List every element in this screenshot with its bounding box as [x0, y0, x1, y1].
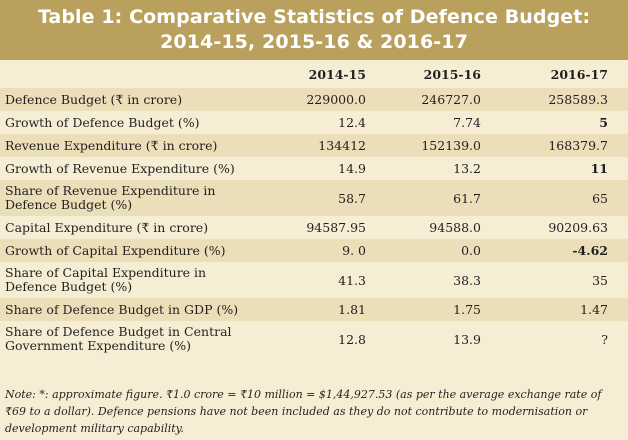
header-cell-2016-17: 2016-17: [550, 66, 608, 82]
row-label: Capital Expenditure (₹ in crore): [5, 219, 209, 235]
row-label: Growth of Capital Expenditure (%): [5, 242, 226, 258]
table-title-line-2: 2014-15, 2015-16 & 2016-17: [160, 31, 468, 53]
value-2016-17: 11: [590, 161, 608, 176]
row-label: Share of Revenue Expenditure in Defence …: [5, 183, 216, 212]
value-2014-15: 9. 0: [342, 243, 366, 258]
row-label: Growth of Defence Budget (%): [5, 114, 200, 130]
value-2016-17: 258589.3: [548, 92, 608, 107]
row-label: Share of Defence Budget in Central Gover…: [5, 324, 232, 353]
row-label: Share of Defence Budget in GDP (%): [5, 301, 239, 317]
value-2015-16: 13.2: [453, 161, 481, 176]
header-cell-label: [0, 60, 252, 88]
table-row: Revenue Expenditure (₹ in crore) 134412 15…: [0, 134, 628, 157]
row-label: Growth of Revenue Expenditure (%): [5, 160, 235, 176]
value-2015-16: 61.7: [453, 190, 481, 206]
row-label: Defence Budget (₹ in crore): [5, 91, 183, 107]
value-2014-15: 229000.0: [306, 92, 366, 107]
statistics-table: 2014-15 2015-16 2016-17 Defence Budget (…: [0, 60, 628, 357]
table-row: Defence Budget (₹ in crore) 229000.0 24672…: [0, 88, 628, 111]
value-2014-15: 12.4: [338, 115, 366, 130]
table-row: Share of Capital Expenditure in Defence …: [0, 262, 628, 298]
value-2016-17: 90209.63: [548, 220, 608, 235]
table-row: Share of Revenue Expenditure in Defence …: [0, 180, 628, 216]
footnote: Note: *: approximate figure. ₹1.0 crore …: [5, 388, 602, 435]
value-2015-16: 38.3: [453, 272, 481, 288]
value-2014-15: 58.7: [338, 190, 366, 206]
value-2016-17: 1.47: [580, 302, 608, 317]
value-2014-15: 14.9: [338, 161, 366, 176]
value-2016-17: 168379.7: [548, 138, 608, 153]
value-2015-16: 246727.0: [421, 92, 481, 107]
value-2014-15: 41.3: [338, 272, 366, 288]
value-2015-16: 13.9: [453, 331, 481, 347]
table-row: Share of Defence Budget in GDP (%) 1.81 1.…: [0, 298, 628, 321]
value-2014-15: 1.81: [338, 302, 366, 317]
table-body: Defence Budget (₹ in crore) 229000.0 24672…: [0, 88, 628, 357]
value-2015-16: 0.0: [461, 243, 481, 258]
value-2015-16: 1.75: [453, 302, 481, 317]
table-title: Table 1: Comparative Statistics of Defen…: [0, 0, 628, 60]
table-row: Growth of Capital Expenditure (%) 9. 0 0.0…: [0, 239, 628, 262]
table-row: Share of Defence Budget in Central Gover…: [0, 321, 628, 357]
value-2016-17: 35: [592, 272, 608, 288]
row-label: Revenue Expenditure (₹ in crore): [5, 137, 218, 153]
table-row: Growth of Defence Budget (%) 12.4 7.74 5: [0, 111, 628, 134]
value-2014-15: 134412: [318, 138, 366, 153]
table-row: Growth of Revenue Expenditure (%) 14.9 13.…: [0, 157, 628, 180]
value-2016-17: 5: [599, 115, 608, 130]
value-2014-15: 12.8: [338, 331, 366, 347]
value-2015-16: 7.74: [453, 115, 481, 130]
value-2014-15: 94587.95: [306, 220, 366, 235]
value-2016-17: 65: [592, 190, 608, 206]
table-row: Capital Expenditure (₹ in crore) 94587.95…: [0, 216, 628, 239]
row-label: Share of Capital Expenditure in Defence …: [5, 265, 207, 294]
value-2015-16: 94588.0: [429, 220, 481, 235]
header-row: 2014-15 2015-16 2016-17: [0, 60, 628, 88]
table-title-line-1: Table 1: Comparative Statistics of Defen…: [37, 6, 591, 28]
header-cell-2014-15: 2014-15: [308, 66, 366, 82]
header-cell-2015-16: 2015-16: [423, 66, 481, 82]
value-2015-16: 152139.0: [421, 138, 481, 153]
value-2016-17: -4.62: [572, 243, 608, 258]
value-2016-17: ?: [601, 331, 608, 347]
